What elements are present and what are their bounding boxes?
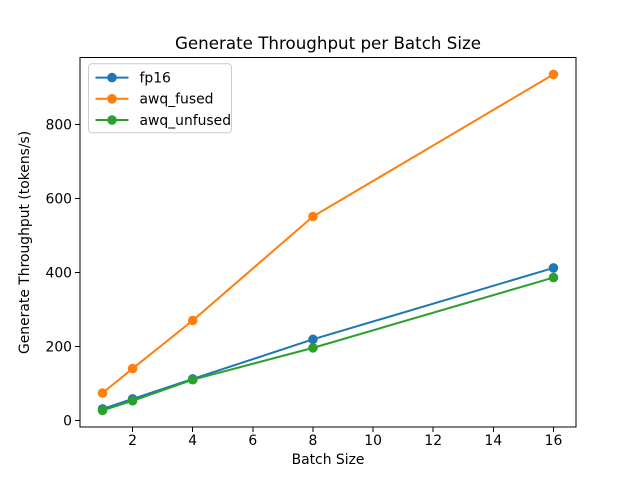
data-point-awq_unfused	[97, 405, 108, 416]
data-point-awq_fused	[548, 69, 559, 80]
data-point-awq_unfused	[308, 343, 318, 353]
data-point-awq_fused	[187, 315, 198, 326]
data-point-fp16	[548, 263, 559, 273]
x-tick-label: 10	[364, 433, 382, 449]
x-tick-label: 16	[545, 433, 563, 449]
data-point-awq_unfused	[548, 272, 559, 283]
legend-label-awq_fused: awq_fused	[140, 92, 214, 108]
y-tick-label: 200	[45, 339, 72, 355]
legend-label-fp16: fp16	[140, 71, 171, 87]
data-point-awq_fused	[97, 388, 108, 398]
series-line-awq_unfused	[101, 276, 555, 412]
data-point-fp16	[308, 334, 318, 345]
x-tick-label: 12	[424, 433, 442, 449]
x-tick-label: 14	[484, 433, 502, 449]
y-axis-label: Generate Throughput (tokens/s)	[17, 131, 33, 354]
data-point-awq_fused	[308, 211, 318, 222]
chart-title: Generate Throughput per Batch Size	[175, 33, 481, 53]
y-tick-label: 600	[45, 191, 72, 207]
data-point-awq_unfused	[187, 374, 198, 385]
x-tick-label: 2	[128, 433, 137, 449]
data-point-awq_fused	[127, 363, 138, 374]
legend-marker-fp16	[107, 72, 117, 83]
y-tick-label: 400	[45, 265, 72, 281]
legend-box	[88, 63, 232, 134]
legend: fp16 awq_fused awq_unfused	[88, 63, 232, 134]
x-tick-label: 6	[248, 433, 257, 449]
legend-marker-awq_unfused	[107, 115, 117, 125]
legend-label-awq_unfused: awq_unfused	[140, 113, 232, 129]
x-tick-label: 8	[309, 433, 318, 449]
data-point-awq_unfused	[127, 395, 138, 406]
legend-marker-awq_fused	[107, 94, 117, 104]
y-tick-label: 800	[45, 117, 72, 133]
axes-spines	[79, 57, 577, 428]
x-tick-label: 4	[188, 433, 197, 449]
y-tick-label: 0	[63, 413, 72, 429]
x-axis-label: Batch Size	[292, 452, 365, 468]
